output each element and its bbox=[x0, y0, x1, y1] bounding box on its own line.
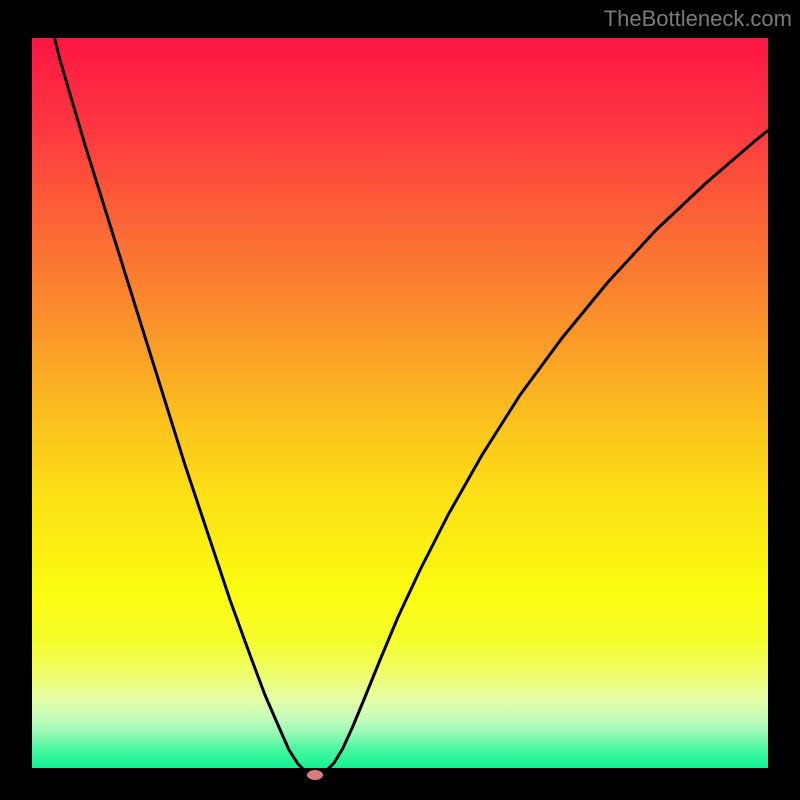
image-container: TheBottleneck.com bbox=[0, 0, 800, 800]
watermark-text: TheBottleneck.com bbox=[604, 6, 792, 32]
valley-marker bbox=[307, 770, 323, 780]
gradient-background bbox=[32, 38, 768, 768]
bottleneck-chart bbox=[0, 0, 800, 800]
